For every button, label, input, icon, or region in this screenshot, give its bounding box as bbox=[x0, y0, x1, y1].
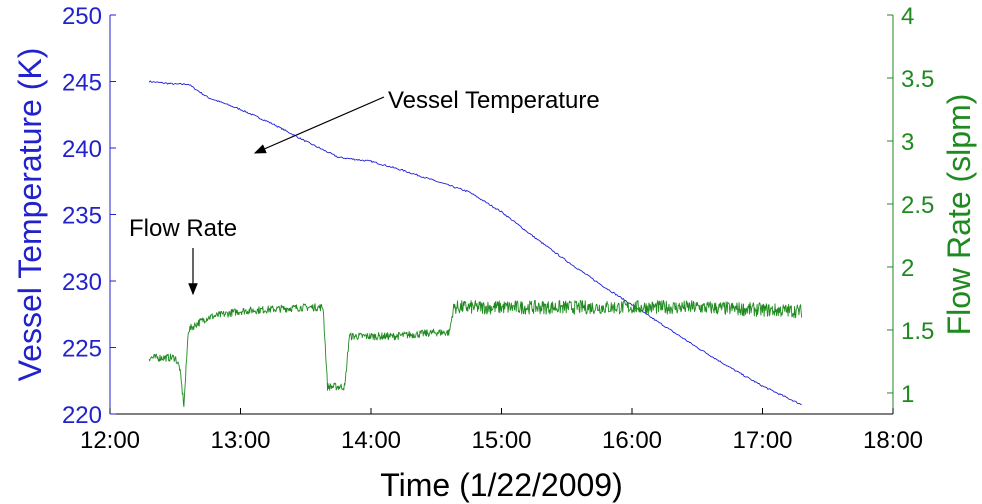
left-y-tick-label: 235 bbox=[62, 203, 102, 230]
x-tick-label: 12:00 bbox=[80, 427, 140, 454]
right-y-tick-label: 4 bbox=[901, 3, 914, 30]
left-y-tick-label: 240 bbox=[62, 136, 102, 163]
x-tick-label: 18:00 bbox=[863, 427, 923, 454]
x-tick-label: 14:00 bbox=[341, 427, 401, 454]
x-tick-label: 15:00 bbox=[471, 427, 531, 454]
right-y-tick-label: 1 bbox=[901, 381, 914, 408]
right-y-tick-label: 2 bbox=[901, 255, 914, 282]
x-tick-label: 16:00 bbox=[602, 427, 662, 454]
right-y-axis-title: Flow Rate (slpm) bbox=[941, 94, 977, 336]
left-y-axis-title: Vessel Temperature (K) bbox=[12, 48, 48, 382]
annotation-vessel-temperature: Vessel Temperature bbox=[388, 87, 600, 114]
right-y-tick-label: 3 bbox=[901, 129, 914, 156]
right-y-tick-label: 3.5 bbox=[901, 66, 934, 93]
right-y-tick-label: 1.5 bbox=[901, 318, 934, 345]
left-y-tick-label: 250 bbox=[62, 3, 102, 30]
flow-rate-line bbox=[148, 299, 803, 408]
annotation-arrow-vessel-temperature bbox=[253, 96, 385, 154]
right-y-tick-label: 2.5 bbox=[901, 192, 934, 219]
left-y-tick-label: 245 bbox=[62, 70, 102, 97]
left-y-tick-label: 225 bbox=[62, 336, 102, 363]
left-y-tick-label: 230 bbox=[62, 269, 102, 296]
annotation-flow-rate: Flow Rate bbox=[129, 215, 237, 242]
x-tick-label: 13:00 bbox=[210, 427, 270, 454]
left-y-tick-label: 220 bbox=[62, 402, 102, 429]
x-axis-title: Time (1/22/2009) bbox=[380, 467, 622, 503]
x-tick-label: 17:00 bbox=[732, 427, 792, 454]
vessel-temperature-line bbox=[148, 80, 802, 406]
